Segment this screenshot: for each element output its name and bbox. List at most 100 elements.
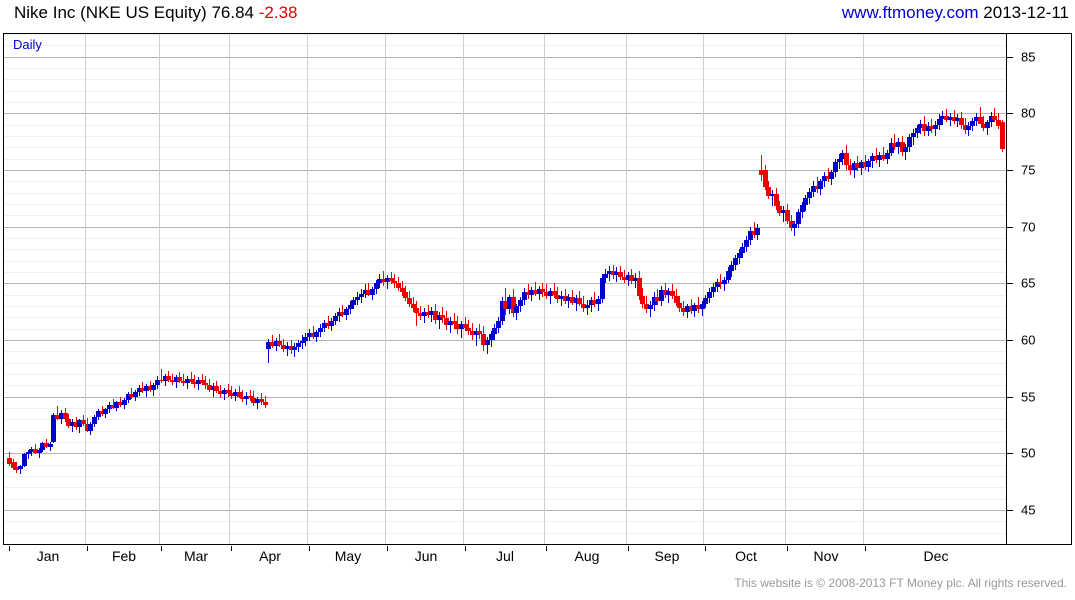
candle-body — [855, 163, 860, 168]
candle-body — [14, 466, 19, 471]
candle-body — [126, 394, 131, 401]
gridline-month — [229, 34, 230, 544]
candle-wick — [883, 147, 884, 161]
candle-body — [770, 193, 775, 197]
candle-body — [681, 308, 686, 312]
candle-body — [144, 386, 149, 391]
candle-body — [133, 392, 138, 397]
candle-body — [329, 320, 334, 327]
candle-body — [733, 258, 738, 266]
candle-body — [648, 304, 653, 310]
gridline-month — [626, 34, 627, 544]
candle-body — [88, 423, 93, 431]
candle-body — [363, 290, 368, 294]
candle-body — [129, 394, 134, 397]
gridline-major — [4, 113, 1006, 114]
candle-wick — [287, 342, 288, 356]
candle-wick — [668, 287, 669, 303]
candle-body — [940, 115, 945, 119]
candle-body — [607, 270, 612, 275]
candle-body — [307, 333, 312, 337]
candle-body — [392, 281, 397, 284]
gridline-minor — [4, 68, 1006, 69]
x-axis-label: Aug — [574, 548, 600, 564]
candle-body — [407, 298, 412, 304]
candle-body — [492, 327, 497, 335]
candle-body — [755, 227, 760, 235]
gridline-minor — [4, 521, 1006, 522]
candle-wick — [442, 307, 443, 323]
candle-wick — [342, 304, 343, 318]
candle-body — [292, 346, 297, 351]
candle-wick — [528, 284, 529, 300]
last-price: 76.84 — [211, 3, 255, 22]
site-url[interactable]: www.ftmoney.com — [841, 3, 979, 22]
chart-date: 2013-12-11 — [983, 3, 1069, 22]
candle-body — [966, 125, 971, 131]
gridline-major — [4, 57, 1006, 58]
candle-body — [655, 296, 660, 302]
gridline-month — [307, 34, 308, 544]
candle-body — [622, 276, 627, 280]
candle-wick — [594, 292, 595, 308]
candle-body — [192, 381, 197, 385]
candle-body — [970, 121, 975, 126]
candle-body — [466, 327, 471, 331]
candle-body — [522, 292, 527, 301]
x-axis-tick — [309, 546, 310, 551]
candle-body — [985, 122, 990, 129]
candle-body — [689, 306, 694, 311]
gridline-minor — [4, 533, 1006, 534]
candle-body — [18, 465, 23, 470]
candle-body — [696, 304, 701, 310]
candle-body — [100, 411, 105, 414]
x-axis-tick — [87, 546, 88, 551]
candle-body — [963, 124, 968, 131]
candle-body — [303, 336, 308, 342]
y-axis-tick — [1007, 453, 1013, 454]
candle-body — [148, 386, 153, 390]
candle-body — [740, 247, 745, 253]
chart-frame[interactable]: Daily 45 50 55 60 65 70 75 80 85 — [3, 33, 1072, 545]
gridline-month — [703, 34, 704, 544]
candle-body — [574, 298, 579, 303]
candle-body — [481, 334, 486, 345]
candle-body — [470, 330, 475, 336]
candle-body — [800, 205, 805, 212]
candle-body — [333, 316, 338, 321]
candle-body — [289, 345, 294, 351]
candle-body — [614, 272, 619, 276]
candle-body — [285, 345, 290, 350]
gridline-minor — [4, 351, 1006, 352]
y-axis-tick — [1007, 227, 1013, 228]
candle-body — [118, 402, 123, 405]
candle-body — [870, 156, 875, 161]
candle-body — [707, 292, 712, 299]
candle-body — [140, 387, 145, 391]
candle-wick — [461, 320, 462, 338]
candle-body — [81, 420, 86, 424]
plot-area[interactable]: Daily — [4, 34, 1006, 544]
candle-body — [211, 386, 216, 390]
candle-body — [703, 298, 708, 304]
candle-body — [222, 389, 227, 395]
gridline-minor — [4, 419, 1006, 420]
candle-body — [726, 270, 731, 280]
candle-wick — [183, 374, 184, 387]
y-axis-label: 55 — [1021, 389, 1036, 405]
gridline-minor — [4, 385, 1006, 386]
header-bar: Nike Inc (NKE US Equity) 76.84 -2.38 www… — [0, 0, 1075, 30]
candle-body — [37, 449, 42, 454]
candle-body — [748, 231, 753, 241]
candle-body — [381, 278, 386, 283]
candle-body — [151, 385, 156, 390]
candle-wick — [624, 269, 625, 284]
candle-body — [918, 123, 923, 129]
candle-body — [729, 265, 734, 271]
candle-body — [322, 323, 327, 328]
candle-body — [663, 290, 668, 295]
candle-body — [600, 277, 605, 300]
candle-body — [463, 324, 468, 328]
candle-body — [189, 378, 194, 382]
candle-body — [44, 443, 49, 447]
